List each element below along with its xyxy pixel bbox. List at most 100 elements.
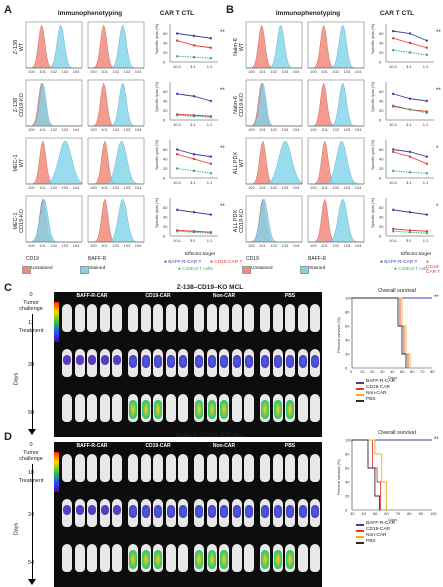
svg-text:104: 104 [355,127,362,132]
svg-text:100: 100 [248,69,255,74]
panel_C-mouse-0-16 [272,304,283,332]
panel_D-legend-3: PBS [366,539,376,544]
panel_C-timeline-5: 28 [27,362,35,368]
panel_A-ctl-3-point-2-2 [209,231,212,235]
panel_A-ctl-1-tick-1: 3:1 [190,122,196,127]
panel_A-hist-1-0-stained-histogram [26,82,82,127]
panel-d-letter: D [4,431,12,443]
panel_D-mouse-0-0 [62,454,72,482]
panel_C-xtick-8: 80 [430,369,435,374]
svg-text:101: 101 [101,185,108,190]
panel_C-ytick-2: 40 [345,338,350,343]
panel_D-xtick-6: 90 [419,511,424,516]
panel_D-color-scale [54,452,59,492]
panel_A-sig-0: ** [220,30,225,36]
panel_C-legend-3: PBS [366,397,376,402]
panel_C-signal-1-17 [286,355,294,368]
panel_C-mouse-0-4 [112,304,122,332]
panel_C-legend-0: BAFF-R-CAR [366,379,396,384]
svg-text:20: 20 [379,108,384,113]
panel_A-row-label-3: MEC-1 CD19-KO [13,209,25,233]
panel_D-xtick-2: 50 [373,511,378,516]
svg-text:60: 60 [163,89,168,94]
svg-text:102: 102 [332,243,339,248]
panel_D-signal-1-6 [141,505,150,518]
panel_C-timeline-1: Tumor [23,300,39,306]
panel_A-ctl-0-point-1-0 [176,39,179,42]
panel_D-xtick-4: 70 [396,511,401,516]
panel_D-signal-2-11 [207,550,216,569]
panel_B-row-label-3: ALL PDX CD19-KO [233,209,245,233]
panel_C-mouse-2-4 [112,394,122,422]
panel_C-group-2: Non-CAR [212,293,236,299]
panel_A-ctl-2-point-0-2 [209,155,212,158]
panel_A-histogram-2-0: 100 101 102 103 104 [25,137,83,190]
svg-text:102: 102 [112,127,119,132]
panel_A-ctl-chart-0: 10:1 3:1 1:1 0 20 40 60 Specific lysis (%) [154,23,218,69]
svg-text:Specific lysis (%): Specific lysis (%) [154,23,159,54]
svg-text:Days: Days [388,375,397,380]
panel_B-row-label-0: Nalm-6 WT [233,38,245,56]
svg-text:101: 101 [321,69,328,74]
svg-text:102: 102 [50,243,57,248]
svg-text:Percent survival (%): Percent survival (%) [336,459,341,495]
panel_B-hist-1-0-unstained-histogram [246,82,302,127]
panel-a-letter: A [4,4,12,16]
panel_C-mouse-0-17 [285,304,295,332]
panel_A-ctl-0-series-2 [177,55,211,59]
panel_C-mouse-0-6 [140,304,151,332]
panel_D-group-1: CD19-CAR [145,443,171,449]
panel_B-ctl-0-point-2-2 [425,53,428,57]
panel_C-mouse-0-9 [178,304,188,332]
svg-text:104: 104 [73,69,80,74]
panel_D-surv-series-3 [352,439,380,510]
panel_A-hist-2-1-stained-histogram [88,140,144,185]
panel_D-signal-1-10 [195,505,203,518]
panel_A-legend-unstained: Unstained [31,266,53,271]
panel_D-mouse-0-13 [231,454,242,482]
svg-text:104: 104 [135,243,142,248]
panel_C-signal-2-12 [220,400,228,419]
svg-text:100: 100 [248,127,255,132]
panel_C-signal-2-5 [129,400,137,419]
panel_D-signal-1-13 [232,505,241,518]
svg-text:104: 104 [135,127,142,132]
panel_A-histogram-1-1: 100 101 102 103 104 [87,79,145,132]
panel_C-surv-series-3 [352,297,407,368]
panel_B-xlabel-baffr: BAFF-R [308,256,327,262]
panel_A-ctl-0-point-1-2 [209,46,212,49]
panel_C-xtick-2: 20 [370,369,375,374]
svg-text:20: 20 [163,166,168,171]
svg-text:100: 100 [28,127,35,132]
panel_D-mouse-2-1 [74,544,85,572]
panel_D-mouse-2-14 [244,544,254,572]
panel_B-hist-0-0-stained-histogram [246,24,302,69]
panel_C-signal-2-15 [261,400,269,419]
panel_A-ctl-1-tick-2: 1:1 [207,122,213,127]
panel-b-header-immuno: Immunophenotyping [275,10,341,17]
svg-text:102: 102 [332,127,339,132]
panel_A-histogram-3-1: 100 101 102 103 104 [87,195,145,248]
svg-text:104: 104 [293,243,300,248]
panel_B-ctl-3-point-1-2 [425,230,428,233]
panel_B-ctl-1-point-0-2 [425,99,428,103]
panel_C-mouse-0-2 [87,304,97,332]
svg-text:101: 101 [101,69,108,74]
panel_D-group-0: BAFF-R-CAR [76,443,108,449]
panel_D-mouse-2-4 [112,544,122,572]
panel_C-days-label: Days [13,372,20,386]
panel_A-ctl-3-point-0-1 [192,211,196,214]
panel_D-xtick-5: 80 [407,511,412,516]
panel_B-ctl-2-point-2-1 [408,171,412,174]
panel_D-mouse-0-9 [178,454,188,482]
panel_C-xtick-4: 40 [390,369,395,374]
svg-text:104: 104 [293,69,300,74]
panel_C-mouse-0-14 [244,304,254,332]
panel-c-letter: C [4,282,12,294]
panel_D-signal-1-9 [179,505,187,518]
panel_D-signal-1-19 [311,505,319,518]
panel_C-signal-1-9 [179,355,187,368]
panel_D-survival-chart: 30 40 50 60 70 80 90 100 0 20 40 60 80 100 Days Percent… [336,438,437,523]
svg-text:100: 100 [90,69,97,74]
panel-d-title: Nalm-6–CD19–KO ALL [175,432,245,439]
